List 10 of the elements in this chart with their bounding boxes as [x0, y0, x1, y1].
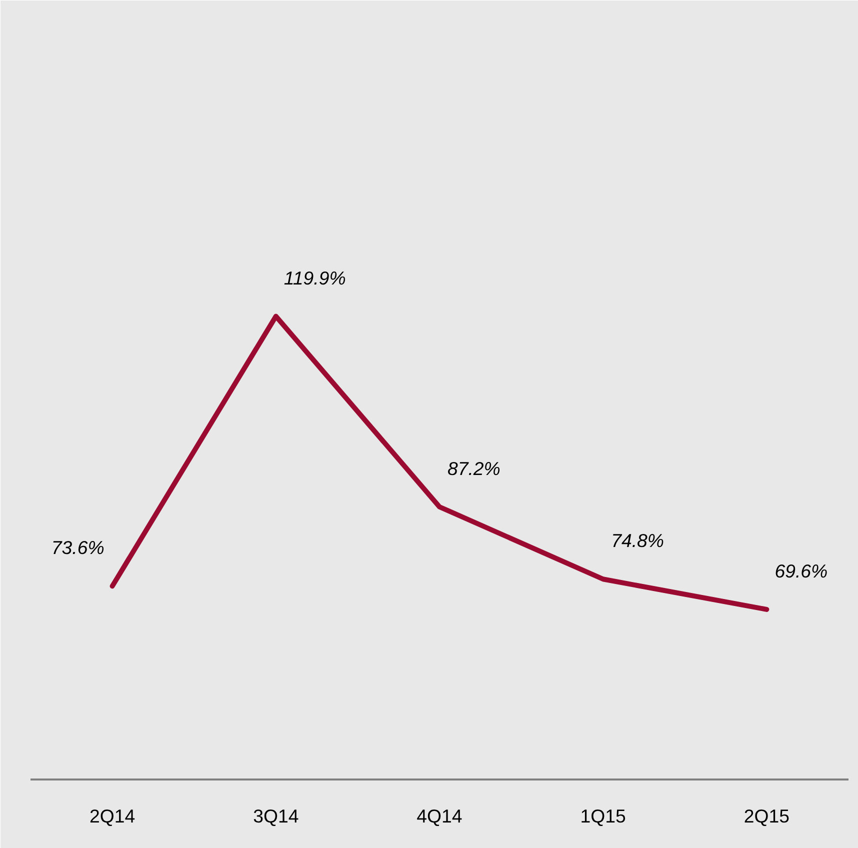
x-tick-label: 3Q14 — [253, 806, 299, 826]
x-tick-label: 2Q14 — [89, 806, 136, 826]
x-tick-label: 1Q15 — [580, 806, 626, 826]
data-label: 87.2% — [448, 458, 500, 479]
data-label: 73.6% — [51, 537, 104, 558]
data-label: 119.9% — [284, 267, 346, 288]
data-label: 74.8% — [611, 530, 664, 552]
data-label: 69.6% — [774, 560, 828, 582]
x-tick-label: 2Q15 — [744, 806, 790, 826]
x-tick-label: 4Q14 — [416, 806, 462, 826]
